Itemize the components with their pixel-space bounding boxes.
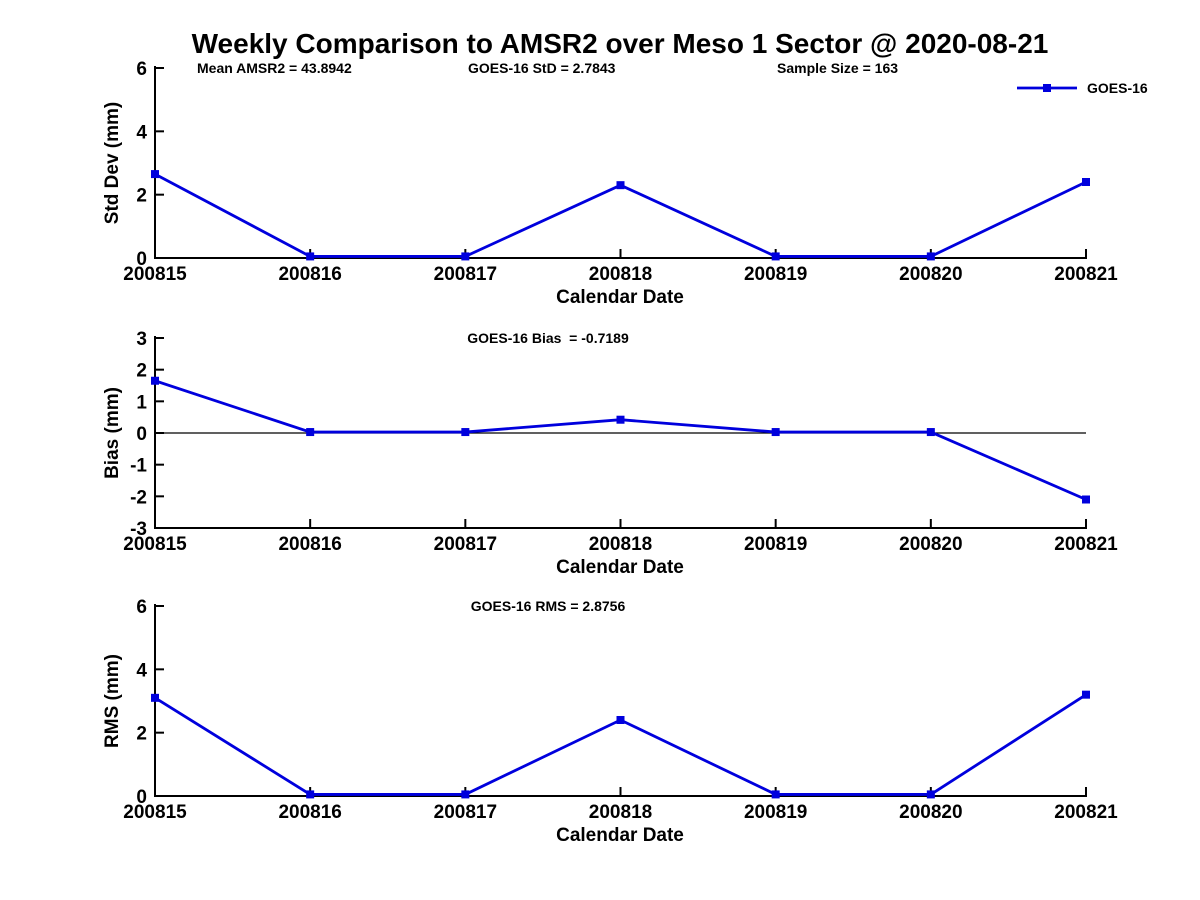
x-axis-title: Calendar Date	[556, 825, 684, 846]
stat-annotation: Mean AMSR2 = 43.8942	[197, 60, 352, 76]
data-point-marker	[926, 790, 935, 799]
y-tick-label: 0	[136, 787, 147, 808]
y-tick-label: -3	[130, 519, 147, 540]
bias-subplot: -3 -2 -1 0 1 2 3 200815 200816 200817 200818 200819…	[102, 329, 1118, 575]
x-tick-label: 200818	[589, 534, 652, 555]
y-tick-label: 2	[136, 724, 147, 745]
legend: GOES-16	[1017, 80, 1148, 96]
x-tick-label: 200815	[123, 534, 187, 555]
stddev-subplot: 0 2 4 6 200815 200816 200817 200818 200819 200820…	[102, 59, 1148, 305]
x-tick-label: 200821	[1054, 534, 1118, 555]
x-tick-label: 200821	[1054, 802, 1118, 823]
data-point-marker	[461, 428, 470, 437]
x-tick-label: 200816	[278, 264, 341, 285]
data-point-marker	[926, 252, 935, 261]
x-tick-label: 200818	[589, 264, 652, 285]
data-point-marker	[616, 716, 625, 724]
x-tick-label: 200817	[434, 802, 497, 823]
data-point-marker	[1082, 495, 1090, 504]
y-tick-label: 4	[136, 122, 147, 143]
y-tick-label: 4	[136, 660, 147, 681]
series-line	[154, 379, 1087, 501]
legend-marker	[1043, 84, 1051, 92]
x-axis-title: Calendar Date	[556, 557, 684, 575]
stat-annotation: GOES-16 StD = 2.7843	[468, 60, 616, 76]
data-point-marker	[306, 790, 315, 799]
x-tick-label: 200820	[899, 802, 962, 823]
y-tick-label: 6	[136, 597, 147, 618]
x-axis-title: Calendar Date	[556, 287, 684, 305]
series-line	[154, 693, 1087, 796]
x-tick-label: 200819	[744, 534, 807, 555]
data-point-marker	[616, 181, 625, 190]
x-tick-label: 200820	[899, 534, 962, 555]
data-point-marker	[771, 790, 780, 799]
data-point-marker	[461, 790, 470, 799]
x-tick-label: 200816	[278, 802, 341, 823]
x-tick-label: 200816	[278, 534, 341, 555]
x-tick-label: 200818	[589, 802, 652, 823]
x-tick-label: 200819	[744, 802, 807, 823]
y-tick-label: 2	[136, 361, 147, 382]
x-tick-label: 200821	[1054, 264, 1118, 285]
data-point-marker	[616, 415, 625, 424]
figure-title: Weekly Comparison to AMSR2 over Meso 1 S…	[191, 28, 1049, 59]
data-point-marker	[306, 428, 315, 437]
data-point-marker	[926, 428, 935, 437]
subplot-subtitle: GOES-16 Bias = -0.7189	[467, 330, 629, 346]
y-tick-label: -1	[130, 456, 147, 477]
data-point-marker	[151, 376, 159, 385]
y-tick-label: -2	[130, 487, 147, 508]
y-tick-label: 0	[136, 424, 147, 445]
data-point-marker	[151, 170, 159, 179]
x-tick-label: 200817	[434, 534, 497, 555]
y-tick-label: 1	[136, 392, 147, 413]
legend-label: GOES-16	[1087, 80, 1148, 96]
y-tick-label: 2	[136, 186, 147, 207]
x-tick-label: 200817	[434, 264, 497, 285]
y-axis-title: Std Dev (mm)	[102, 102, 123, 224]
x-tick-label: 200815	[123, 264, 187, 285]
y-axis-title: RMS (mm)	[102, 654, 123, 748]
y-tick-label: 3	[136, 329, 147, 350]
x-tick-label: 200820	[899, 264, 962, 285]
data-point-marker	[306, 252, 315, 261]
rms-subplot: 0 2 4 6 200815 200816 200817 200818 200819 200820…	[102, 597, 1118, 846]
data-point-marker	[461, 252, 470, 261]
y-tick-label: 6	[136, 59, 147, 80]
subplot-subtitle: GOES-16 RMS = 2.8756	[471, 598, 626, 614]
stat-annotation: Sample Size = 163	[777, 60, 898, 76]
x-tick-label: 200819	[744, 264, 807, 285]
y-tick-label: 0	[136, 249, 147, 270]
x-tick-label: 200815	[123, 802, 187, 823]
data-point-marker	[1082, 178, 1090, 186]
data-point-marker	[151, 693, 159, 702]
data-point-marker	[771, 252, 780, 261]
data-point-marker	[771, 428, 780, 437]
y-axis-title: Bias (mm)	[102, 387, 123, 479]
data-point-marker	[1082, 690, 1090, 699]
